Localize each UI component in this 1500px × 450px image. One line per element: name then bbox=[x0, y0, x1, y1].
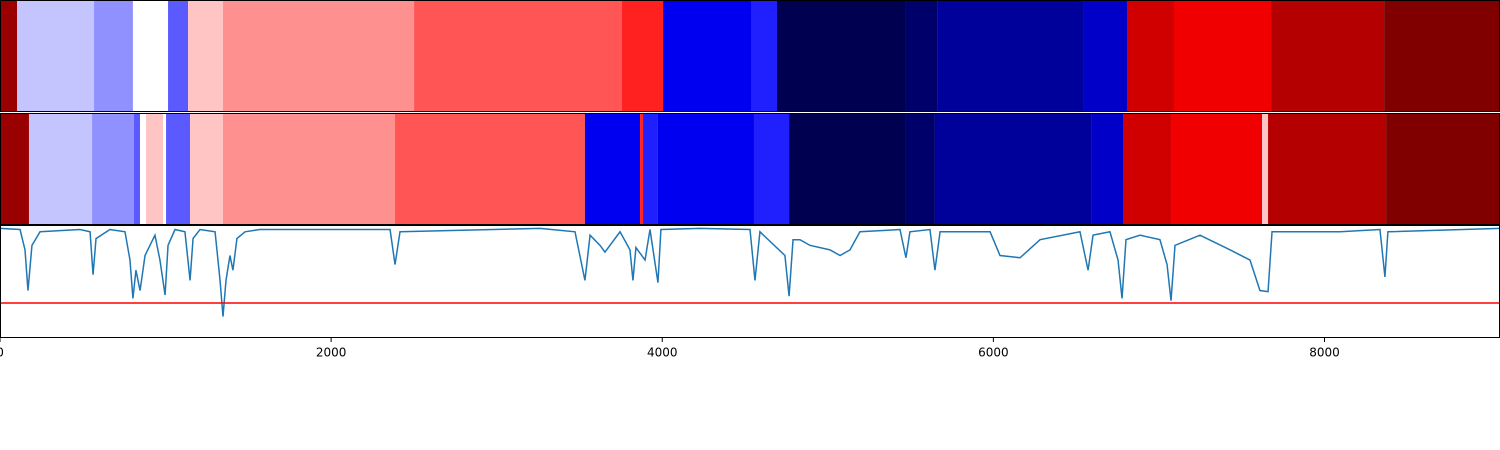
segment bbox=[1174, 0, 1272, 112]
segment bbox=[934, 113, 1092, 225]
segment bbox=[0, 0, 18, 112]
x-tick-label: 4000 bbox=[647, 346, 678, 360]
segment bbox=[223, 113, 396, 225]
segment bbox=[1091, 113, 1124, 225]
segment bbox=[753, 113, 790, 225]
segment bbox=[163, 113, 167, 225]
x-tick-label: 0 bbox=[0, 346, 4, 360]
segment bbox=[1386, 113, 1500, 225]
x-tick-label: 2000 bbox=[316, 346, 347, 360]
segment bbox=[395, 113, 585, 225]
segment bbox=[1268, 113, 1387, 225]
segment bbox=[905, 113, 935, 225]
segment bbox=[133, 113, 141, 225]
segment bbox=[643, 113, 658, 225]
segment bbox=[1262, 113, 1269, 225]
segment bbox=[92, 113, 134, 225]
line bbox=[0, 227, 1500, 317]
segment bbox=[1271, 0, 1385, 112]
segment bbox=[937, 0, 1084, 112]
segment bbox=[750, 0, 777, 112]
x-tick-label: 6000 bbox=[978, 346, 1009, 360]
segment bbox=[1171, 113, 1263, 225]
segment bbox=[1123, 113, 1172, 225]
segment bbox=[1384, 0, 1500, 112]
segment bbox=[789, 113, 906, 225]
segment bbox=[17, 0, 95, 112]
segment bbox=[1126, 0, 1175, 112]
segment bbox=[223, 0, 415, 112]
segment bbox=[776, 0, 906, 112]
segment bbox=[166, 113, 191, 225]
segment bbox=[622, 0, 664, 112]
segment bbox=[0, 113, 29, 225]
segment bbox=[414, 0, 623, 112]
segment bbox=[140, 113, 147, 225]
segment bbox=[663, 0, 751, 112]
segment bbox=[640, 113, 644, 225]
segment bbox=[905, 0, 938, 112]
segment bbox=[657, 113, 754, 225]
segment bbox=[94, 0, 133, 112]
segment bbox=[28, 113, 93, 225]
x-tick-label: 8000 bbox=[1309, 346, 1340, 360]
segment bbox=[188, 0, 224, 112]
segment bbox=[168, 0, 189, 112]
segment bbox=[190, 113, 224, 225]
segment bbox=[1083, 0, 1127, 112]
segment bbox=[146, 113, 164, 225]
segment bbox=[584, 113, 641, 225]
segment bbox=[132, 0, 169, 112]
